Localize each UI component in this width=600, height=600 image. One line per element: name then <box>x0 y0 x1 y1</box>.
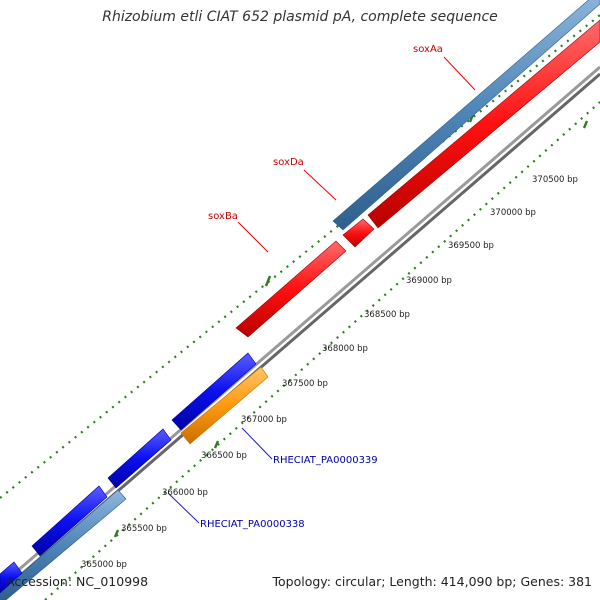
gene-soxBa[interactable] <box>235 240 347 338</box>
label-soxBa: soxBa <box>208 211 238 222</box>
gene-soxAa[interactable] <box>332 0 600 231</box>
tick-label: 365500 bp <box>121 524 167 534</box>
leader-rheciat339 <box>241 427 273 460</box>
gene-blue-4[interactable] <box>0 561 23 594</box>
gene-blue-2[interactable] <box>107 428 172 489</box>
tick-label: 367500 bp <box>282 379 328 389</box>
tick-label: 366000 bp <box>162 488 208 498</box>
inner-major-ticks <box>113 120 589 538</box>
leader-rheciat338 <box>167 492 200 524</box>
map-title: Rhizobium etli CIAT 652 plasmid pA, comp… <box>102 9 498 25</box>
summary-text: Topology: circular; Length: 414,090 bp; … <box>272 574 593 589</box>
gene-soxAa-red[interactable] <box>367 19 600 229</box>
gene-blue-3[interactable] <box>31 485 108 557</box>
label-soxAa: soxAa <box>413 44 443 55</box>
tick-label: 368000 bp <box>322 344 368 354</box>
tick-label: 370500 bp <box>532 175 578 185</box>
gene-blue-1[interactable] <box>171 352 257 431</box>
label-rheciat338: RHECIAT_PA0000338 <box>200 519 305 530</box>
gene-steel-lower[interactable] <box>0 489 127 600</box>
gene-rheciat-339[interactable] <box>180 366 269 445</box>
label-soxDa: soxDa <box>273 157 304 168</box>
tick-label: 367000 bp <box>241 415 287 425</box>
tick-labels: 365000 bp 365500 bp 366000 bp 366500 bp … <box>81 175 578 570</box>
tick-label: 365000 bp <box>81 560 127 570</box>
label-rheciat339: RHECIAT_PA0000339 <box>273 455 378 466</box>
leader-soxBa <box>237 221 269 253</box>
tick-label: 369000 bp <box>406 276 452 286</box>
tick-row-outer <box>0 14 600 499</box>
tick-label: 366500 bp <box>201 451 247 461</box>
tick-label: 370000 bp <box>490 208 536 218</box>
accession-text: Accession: NC_010998 <box>6 574 149 589</box>
leader-soxDa <box>303 169 337 201</box>
gene-soxDa[interactable] <box>342 218 375 248</box>
tick-label: 369500 bp <box>448 241 494 251</box>
tick-label: 368500 bp <box>364 310 410 320</box>
leader-soxAa <box>443 56 476 91</box>
